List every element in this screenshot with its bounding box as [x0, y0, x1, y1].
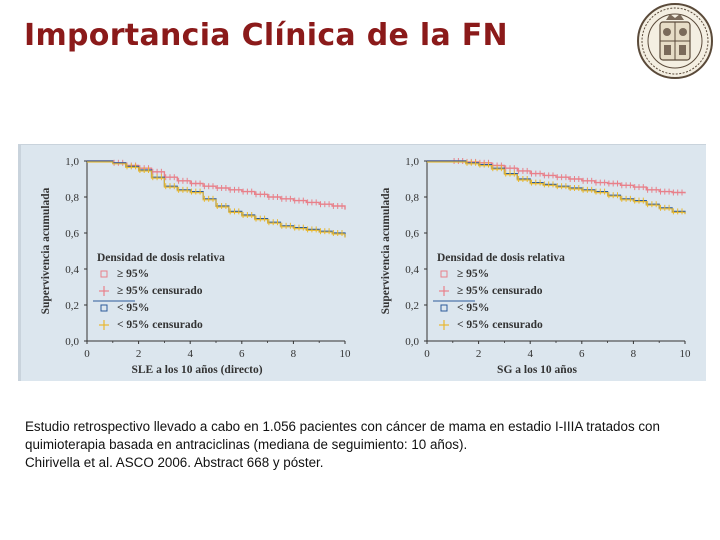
caption-line-2: quimioterapia basada en antraciclinas (m…	[25, 437, 468, 452]
legend-label: ≥ 95%	[117, 268, 149, 280]
legend-swatch-box	[440, 270, 448, 278]
chart-panel: 0,0 0,2 0,4 0,6 0,8 1,0 0 2 4 6 8 10 SLE a los 10 añ…	[18, 144, 706, 381]
x-tick-label: 0	[84, 348, 90, 360]
y-tick-label: 0,4	[65, 264, 79, 276]
legend-label: ≥ 95% censurado	[457, 285, 543, 297]
caption: Estudio retrospectivo llevado a cabo en …	[25, 418, 705, 472]
x-axis-label: SLE a los 10 años (directo)	[131, 364, 262, 376]
legend-title: Densidad de dosis relativa	[97, 252, 225, 264]
x-tick-label: 6	[239, 348, 245, 360]
y-tick-label: 0,6	[65, 228, 79, 240]
x-tick-label: 8	[631, 348, 637, 360]
x-tick-label: 2	[476, 348, 482, 360]
legend-label: < 95% censurado	[457, 319, 543, 331]
x-tick-label: 4	[527, 348, 533, 360]
y-tick-label: 0,2	[405, 300, 419, 312]
y-tick-label: 0,0	[65, 336, 79, 348]
x-axis-label: SG a los 10 años	[497, 364, 577, 376]
y-axis-label: Supervivencia acumulada	[380, 187, 392, 314]
series-line-lt95	[87, 160, 346, 237]
x-tick-label: 2	[136, 348, 142, 360]
legend-label: ≥ 95%	[457, 268, 489, 280]
caption-line-1: Estudio retrospectivo llevado a cabo en …	[25, 419, 660, 434]
legend-swatch-box	[100, 304, 108, 312]
y-tick-label: 0,8	[405, 192, 419, 204]
page-title: Importancia Clínica de la FN	[24, 18, 508, 53]
legend-label: ≥ 95% censurado	[117, 285, 203, 297]
y-tick-label: 0,0	[405, 336, 419, 348]
legend-title: Densidad de dosis relativa	[437, 252, 565, 264]
x-tick-label: 4	[187, 348, 193, 360]
y-tick-label: 1,0	[65, 156, 79, 168]
y-tick-label: 0,2	[65, 300, 79, 312]
x-tick-label: 10	[680, 348, 692, 360]
legend-label: < 95% censurado	[117, 319, 203, 331]
legend-swatch-box	[440, 304, 448, 312]
y-tick-label: 0,8	[65, 192, 79, 204]
x-tick-label: 0	[424, 348, 430, 360]
series-line-lt95-overlay	[427, 161, 686, 215]
legend-swatch-box	[100, 270, 108, 278]
series-line-ge95	[87, 160, 346, 210]
university-seal-icon	[637, 3, 713, 79]
legend-label: < 95%	[457, 302, 489, 314]
series-line-lt95-overlay	[87, 161, 346, 238]
chart-sle: 0,0 0,2 0,4 0,6 0,8 1,0 0 2 4 6 8 10 SLE a los 10 añ…	[40, 156, 352, 376]
y-axis-label: Supervivencia acumulada	[40, 187, 52, 314]
y-tick-label: 1,0	[405, 156, 419, 168]
y-tick-label: 0,4	[405, 264, 419, 276]
y-tick-label: 0,6	[405, 228, 419, 240]
series-line-ge95	[427, 160, 686, 194]
caption-line-3: Chirivella et al. ASCO 2006. Abstract 66…	[25, 455, 324, 470]
chart-sg: 0,0 0,2 0,4 0,6 0,8 1,0 0 2 4 6 8 10 SG a los 10 año…	[380, 156, 692, 376]
x-tick-label: 6	[579, 348, 585, 360]
x-tick-label: 8	[291, 348, 297, 360]
x-tick-label: 10	[340, 348, 352, 360]
legend-label: < 95%	[117, 302, 149, 314]
